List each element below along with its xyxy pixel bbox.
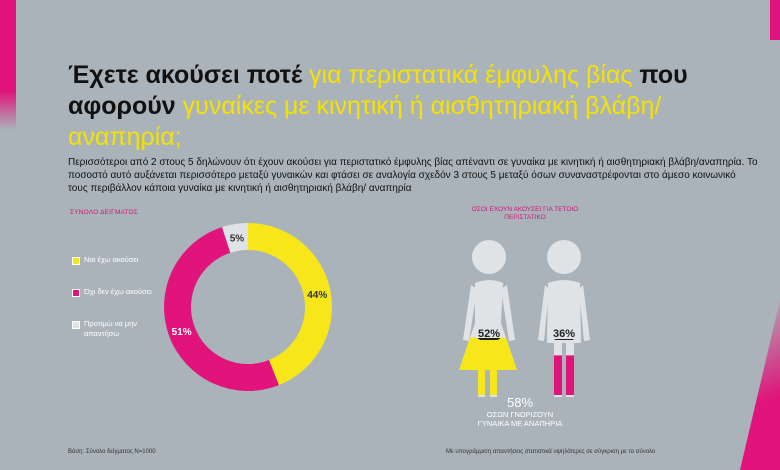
know-label-line-1: ΟΣΩΝ ΓΝΩΡΙΖΟΥΝ — [486, 410, 554, 419]
legend-label-no: Όχι δεν έχω ακούσει — [84, 287, 152, 296]
decorative-stripe-left — [0, 0, 16, 130]
know-label: ΟΣΩΝ ΓΝΩΡΙΖΟΥΝ ΓΥΝΑΙΚΑ ΜΕ ΑΝΑΠΗΡΙΑ — [470, 410, 570, 428]
man-value-label: 36% — [553, 328, 575, 340]
woman-fill-level — [459, 337, 517, 395]
man-arms — [538, 285, 590, 341]
woman-arms — [463, 285, 515, 341]
title-part-1: Έχετε ακούσει ποτέ — [68, 61, 310, 89]
legend-item-yes: Ναι έχω ακούσει — [72, 255, 157, 265]
decorative-stripe-right-top — [770, 0, 780, 40]
legend-item-no-answer: Προτιμώ να μην απαντήσω — [72, 319, 157, 339]
legend-swatch-yes — [72, 257, 80, 265]
donut-chart-label: ΣΥΝΟΛΟ ΔΕΙΓΜΑΤΟΣ — [70, 209, 139, 216]
man-head — [547, 240, 581, 274]
intro-text: Περισσότεροι από 2 στους 5 δηλώνουν ότι … — [68, 157, 758, 194]
donut-slice-yes — [248, 223, 333, 386]
man-fill-level — [547, 355, 581, 395]
title-part-2: για περιστατικά έμφυλης βίας — [309, 61, 633, 89]
base-note: Βάση: Σύνολο δείγματος N=1000 — [68, 449, 156, 455]
page-title: Έχετε ακούσει ποτέ για περιστατικά έμφυλ… — [68, 60, 758, 153]
legend-swatch-no-answer — [72, 321, 80, 329]
legend-item-no: Όχι δεν έχω ακούσει — [72, 287, 157, 297]
donut-slice-no-answer-label: 5% — [230, 233, 245, 244]
donut-slice-no — [163, 227, 279, 391]
legend-label-yes: Ναι έχω ακούσει — [84, 255, 139, 264]
know-value: 58% — [506, 395, 534, 410]
man-value-label-underline — [554, 339, 574, 340]
woman-value-label-underline — [479, 339, 499, 340]
donut-legend: Ναι έχω ακούσει Όχι δεν έχω ακούσει Προτ… — [72, 255, 157, 361]
title-part-4: γυναίκες με κινητική ή αισθητηριακή βλάβ… — [68, 92, 662, 151]
woman-value-label: 52% — [478, 328, 500, 340]
legend-swatch-no — [72, 289, 80, 297]
people-chart-label: ΟΣΟΙ ΕΧΟΥΝ ΑΚΟΥΣΕΙ ΓΙΑ ΤΕΤΟΙΟ ΠΕΡΙΣΤΑΤΙΚ… — [471, 206, 579, 221]
decorative-stripe-right — [740, 300, 780, 470]
donut-slice-no-answer — [222, 223, 248, 253]
donut-chart: 44% 51% 5% — [163, 223, 333, 391]
donut-slice-yes-label: 44% — [307, 290, 327, 301]
donut-slice-no-label: 51% — [172, 327, 192, 338]
woman-head — [472, 240, 506, 274]
people-chart: 52% 36% — [459, 240, 590, 397]
title-part-3: που αφορούν — [68, 61, 688, 120]
footnote: Με υπογράμμιση απαντήσεις στατιστικά υψη… — [446, 449, 656, 455]
know-label-line-2: ΓΥΝΑΙΚΑ ΜΕ ΑΝΑΠΗΡΙΑ — [477, 419, 563, 428]
legend-label-no-answer: Προτιμώ να μην απαντήσω — [84, 319, 138, 338]
